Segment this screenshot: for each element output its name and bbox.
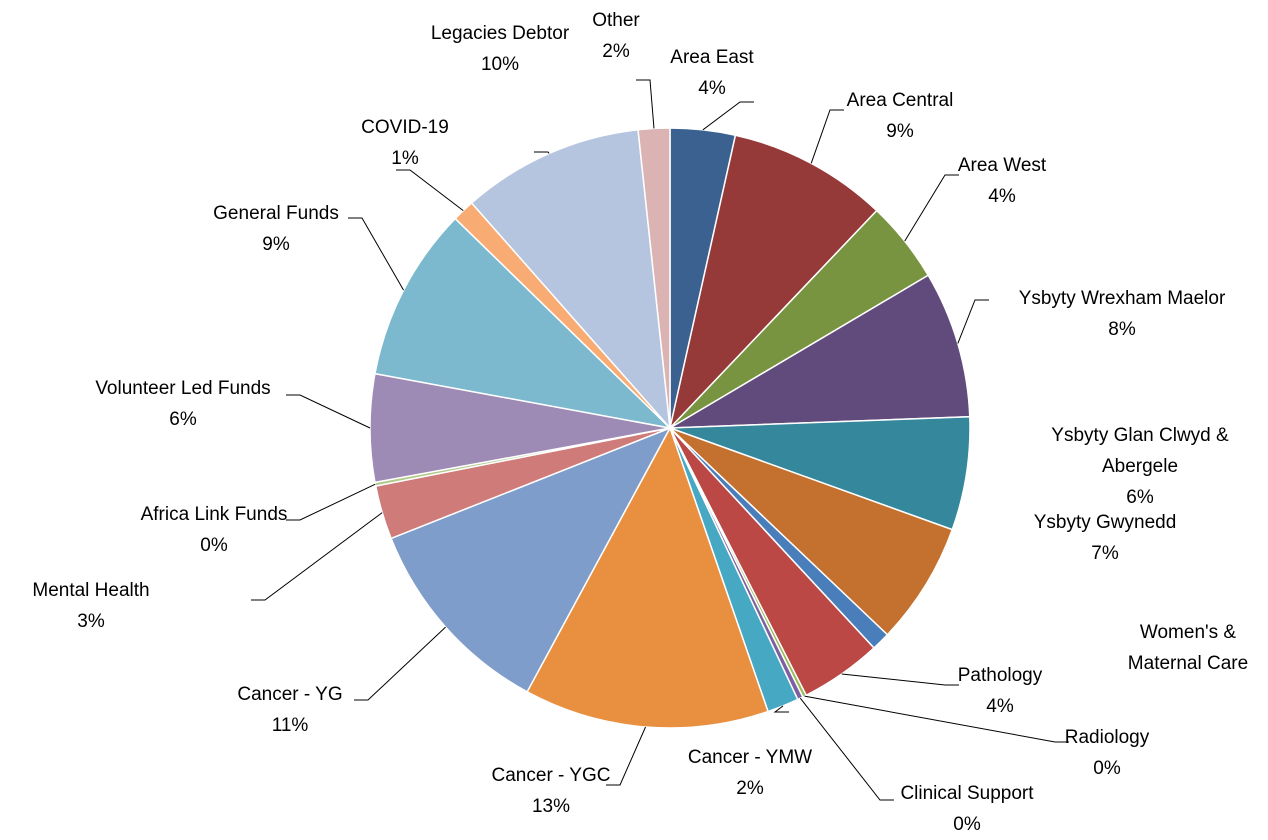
category-label: Cancer - YMW [687,747,813,768]
leader-line [810,109,844,164]
leader-line [534,151,550,154]
value-label: 7% [1091,543,1119,564]
pie-slice [390,426,672,693]
data-label: Africa Link Funds 0% [114,499,314,561]
data-label: Cancer - YGC 13% [471,760,631,822]
category-label: COVID-19 [361,117,449,138]
value-label: 0% [200,535,228,556]
category-label: Africa Link Funds [140,504,288,525]
leader-line [804,695,1069,743]
category-label: Cancer - YGC [491,765,611,786]
data-label: Volunteer Led Funds 6% [58,373,308,435]
leader-line [773,705,789,713]
data-label: Ysbyty Glan Clwyd & Abergele 6% [1025,420,1255,513]
leader-line [957,299,989,344]
category-label: Ysbyty Gwynedd [1033,512,1177,533]
leader-line [606,726,646,786]
data-label: Legacies Debtor 10% [400,18,600,80]
category-label: Cancer - YG [237,684,343,705]
category-label: Clinical Support [900,783,1034,804]
data-label: General Funds 9% [176,198,376,260]
leader-line [904,174,959,242]
category-label: Area East [670,47,754,68]
value-label: 9% [886,121,914,142]
category-label: Ysbyty Glan Clwyd & Abergele [1051,425,1229,477]
data-label: Other 2% [556,5,676,67]
pie-slice [637,127,671,429]
category-label: Area West [957,155,1047,176]
pie-slice [668,134,878,431]
leader-line [251,512,383,601]
value-label: 2% [736,778,764,799]
value-label: 6% [169,409,197,430]
data-label: Cancer - YG 11% [210,679,370,741]
value-label: 8% [1108,319,1136,340]
pie-slice [669,427,954,636]
value-label: 13% [531,796,571,817]
value-label: 11% [271,715,309,736]
category-label: Legacies Debtor [430,23,570,44]
data-label: Clinical Support 0% [867,778,1067,840]
value-label: 0% [1093,758,1121,779]
data-label: Ysbyty Wrexham Maelor 8% [972,283,1268,345]
category-label: General Funds [213,203,339,224]
value-label: 10% [480,54,520,75]
category-label: Pathology [957,665,1043,686]
value-label: 3% [77,611,105,632]
leader-line [636,79,655,129]
leader-line [354,626,446,701]
category-label: Ysbyty Wrexham Maelor [1018,288,1226,309]
value-label: 4% [988,186,1016,207]
leader-line [841,673,959,686]
data-label: Women's & Maternal Care [1108,617,1268,679]
pie-slice [470,128,671,431]
value-label: 9% [262,234,290,255]
data-label: Area East 4% [632,42,792,104]
pie-slice [669,274,971,429]
leader-line [799,697,894,801]
category-label: Other [592,10,640,31]
data-label: Cancer - YMW 2% [670,742,830,804]
category-label: Volunteer Led Funds [95,378,271,399]
data-label: Pathology 4% [920,660,1080,722]
value-label: 1% [391,148,419,169]
value-label: 0% [953,814,981,835]
leader-line [396,169,464,212]
leader-line [702,101,754,131]
category-label: Mental Health [32,580,150,601]
leader-line [286,394,371,429]
leader-line [286,483,376,521]
category-label: Area Central [846,90,954,111]
data-label: Area Central 9% [820,85,980,147]
value-label: 4% [698,78,726,99]
pie-slice [374,217,673,430]
data-label: Ysbyty Gwynedd 7% [1005,507,1205,569]
data-label: Mental Health 3% [0,575,191,637]
category-label: Radiology [1064,727,1150,748]
value-label: 6% [1126,487,1154,508]
leader-line [348,217,404,291]
value-label: 4% [986,696,1014,717]
category-label: Women's & Maternal Care [1127,622,1249,674]
data-label: COVID-19 1% [325,112,485,174]
value-label: 2% [602,41,630,62]
data-label: Radiology 0% [1027,722,1187,784]
pie-slice [526,426,770,729]
data-label: Area West 4% [922,150,1082,212]
